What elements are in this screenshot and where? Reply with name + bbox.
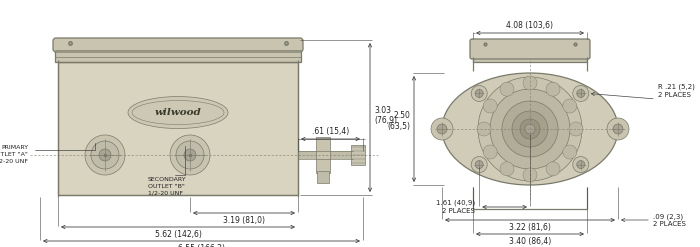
Text: PRIMARY
OUTLET "A"
1/2-20 UNF: PRIMARY OUTLET "A" 1/2-20 UNF — [0, 145, 28, 163]
Text: 6.55 (166,2): 6.55 (166,2) — [178, 244, 225, 247]
Text: R .21 (5,2)
2 PLACES: R .21 (5,2) 2 PLACES — [658, 84, 695, 98]
Circle shape — [475, 161, 483, 168]
Circle shape — [523, 76, 537, 90]
Circle shape — [546, 162, 560, 176]
Bar — [58, 62, 298, 195]
Text: 3.19 (81,0): 3.19 (81,0) — [223, 216, 265, 225]
Ellipse shape — [442, 73, 618, 185]
Circle shape — [525, 124, 535, 134]
Circle shape — [471, 85, 487, 102]
Text: 3.22 (81,6): 3.22 (81,6) — [509, 223, 551, 232]
Bar — [55, 50, 301, 62]
Circle shape — [483, 99, 497, 113]
Circle shape — [99, 149, 111, 161]
Bar — [351, 145, 365, 165]
Bar — [316, 137, 330, 173]
Circle shape — [573, 85, 589, 102]
Circle shape — [91, 141, 119, 169]
Circle shape — [500, 82, 514, 96]
Text: .09 (2,3)
2 PLACES: .09 (2,3) 2 PLACES — [653, 213, 686, 227]
Circle shape — [512, 111, 548, 147]
Circle shape — [563, 145, 577, 159]
Circle shape — [437, 124, 447, 134]
Circle shape — [502, 101, 558, 157]
Ellipse shape — [128, 97, 228, 128]
Bar — [317, 171, 329, 183]
Circle shape — [490, 89, 570, 169]
Text: 1.61 (40,9)
2 PLACES: 1.61 (40,9) 2 PLACES — [436, 200, 475, 214]
Text: 5.62 (142,6): 5.62 (142,6) — [155, 230, 202, 239]
Circle shape — [607, 118, 629, 140]
FancyBboxPatch shape — [53, 38, 303, 52]
Bar — [473, 57, 587, 62]
Circle shape — [563, 99, 577, 113]
Text: 2.50
(63,5): 2.50 (63,5) — [387, 111, 410, 131]
Text: wilwood: wilwood — [155, 108, 202, 117]
Circle shape — [431, 118, 453, 140]
FancyBboxPatch shape — [470, 39, 590, 59]
Circle shape — [569, 122, 583, 136]
Circle shape — [475, 89, 483, 97]
Circle shape — [520, 119, 540, 139]
Bar — [298, 151, 353, 159]
Circle shape — [184, 149, 196, 161]
Circle shape — [478, 77, 582, 181]
Circle shape — [577, 89, 584, 97]
Circle shape — [523, 168, 537, 182]
Circle shape — [546, 82, 560, 96]
Text: 3.03
(76,9): 3.03 (76,9) — [374, 106, 397, 125]
Circle shape — [85, 135, 125, 175]
Text: 4.08 (103,6): 4.08 (103,6) — [507, 21, 554, 30]
Circle shape — [573, 157, 589, 173]
Circle shape — [471, 157, 487, 173]
Circle shape — [176, 141, 204, 169]
Circle shape — [500, 162, 514, 176]
Text: 3.40 (86,4): 3.40 (86,4) — [509, 237, 551, 246]
Circle shape — [170, 135, 210, 175]
Circle shape — [577, 161, 584, 168]
Text: .61 (15,4): .61 (15,4) — [312, 127, 349, 136]
Circle shape — [483, 145, 497, 159]
Circle shape — [477, 122, 491, 136]
Ellipse shape — [132, 101, 224, 124]
Circle shape — [613, 124, 623, 134]
Text: SECONDARY
OUTLET "B"
1/2-20 UNF: SECONDARY OUTLET "B" 1/2-20 UNF — [148, 177, 187, 195]
